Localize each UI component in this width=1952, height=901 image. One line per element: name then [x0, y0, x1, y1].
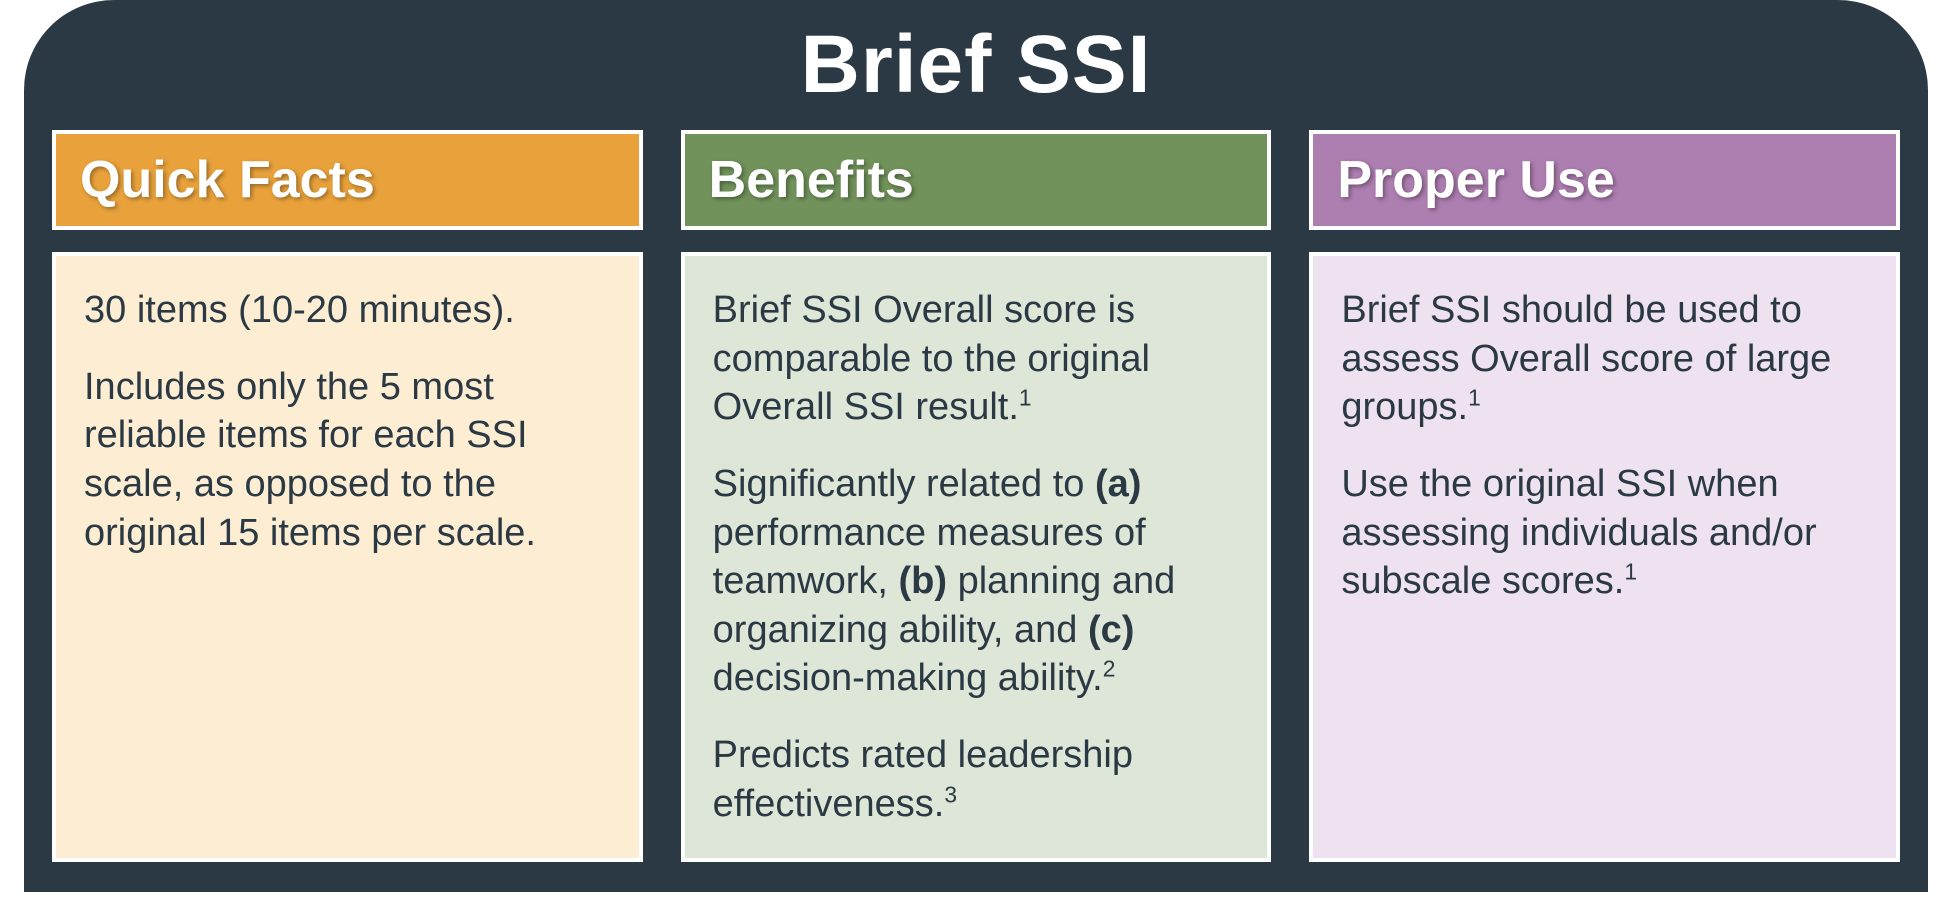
column-body-benefits: Brief SSI Overall score is comparable to…	[681, 252, 1272, 862]
paragraph: Brief SSI should be used to assess Overa…	[1341, 286, 1868, 432]
columns-row: Quick Facts 30 items (10-20 minutes). Inc…	[52, 130, 1900, 862]
paragraph: Brief SSI Overall score is comparable to…	[713, 286, 1240, 432]
column-quick-facts: Quick Facts 30 items (10-20 minutes). Inc…	[52, 130, 643, 862]
paragraph: Significantly related to (a) performance…	[713, 460, 1240, 703]
column-header-benefits: Benefits	[681, 130, 1272, 230]
paragraph: Use the original SSI when assessing indi…	[1341, 460, 1868, 606]
column-header-proper-use: Proper Use	[1309, 130, 1900, 230]
paragraph: Includes only the 5 most reliable items …	[84, 363, 611, 558]
infographic-container: Brief SSI Quick Facts 30 items (10-20 mi…	[0, 0, 1952, 901]
paragraph: 30 items (10-20 minutes).	[84, 286, 611, 335]
column-benefits: Benefits Brief SSI Overall score is comp…	[681, 130, 1272, 862]
column-body-proper-use: Brief SSI should be used to assess Overa…	[1309, 252, 1900, 862]
page-title: Brief SSI	[24, 18, 1928, 112]
body-panel: Quick Facts 30 items (10-20 minutes). Inc…	[24, 130, 1928, 892]
column-body-quick-facts: 30 items (10-20 minutes). Includes only t…	[52, 252, 643, 862]
header-bar: Brief SSI	[24, 0, 1928, 130]
column-proper-use: Proper Use Brief SSI should be used to a…	[1309, 130, 1900, 862]
column-header-quick-facts: Quick Facts	[52, 130, 643, 230]
paragraph: Predicts rated leadership effectiveness.…	[713, 731, 1240, 828]
